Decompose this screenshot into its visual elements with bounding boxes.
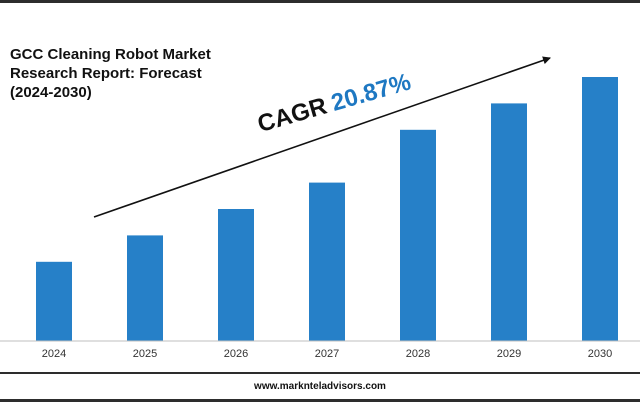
x-tick-label-2030: 2030 bbox=[588, 348, 612, 360]
x-tick-labels: 2024 2025 2026 2027 2028 2029 2030 bbox=[42, 348, 612, 360]
bar-2028 bbox=[400, 129, 436, 341]
bar-2027 bbox=[309, 182, 345, 341]
growth-arrow bbox=[93, 56, 551, 218]
title-line-3: (2024-2030) bbox=[10, 84, 92, 101]
x-tick-label-2026: 2026 bbox=[224, 348, 248, 360]
bar-2025 bbox=[127, 235, 163, 341]
x-tick-label-2028: 2028 bbox=[406, 348, 430, 360]
x-tick-label-2024: 2024 bbox=[42, 348, 66, 360]
top-border bbox=[0, 0, 640, 3]
title-line-2: Research Report: Forecast bbox=[10, 65, 202, 82]
bar-2029 bbox=[491, 103, 527, 342]
bar-2030 bbox=[582, 77, 618, 341]
bar-2026 bbox=[218, 209, 254, 341]
chart-title: GCC Cleaning Robot Market Research Repor… bbox=[10, 45, 230, 102]
footer-bar: www.marknteladvisors.com bbox=[0, 372, 640, 402]
x-tick-label-2025: 2025 bbox=[133, 348, 157, 360]
website-link[interactable]: www.marknteladvisors.com bbox=[254, 381, 386, 392]
title-line-1: GCC Cleaning Robot Market bbox=[10, 46, 211, 63]
bar-2024 bbox=[36, 261, 72, 341]
bar-group bbox=[36, 77, 618, 342]
x-tick-label-2029: 2029 bbox=[497, 348, 521, 360]
x-tick-label-2027: 2027 bbox=[315, 348, 339, 360]
